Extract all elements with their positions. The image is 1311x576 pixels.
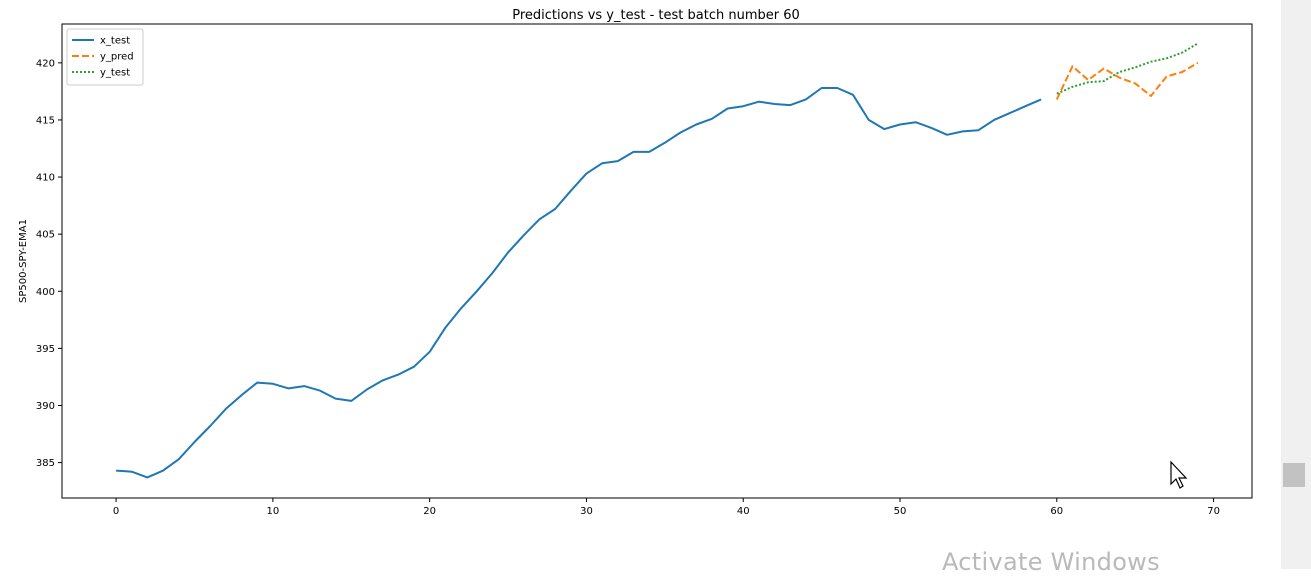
x-tick-label: 20: [423, 506, 436, 517]
scrollbar-thumb[interactable]: [1283, 463, 1305, 487]
series-line-y-pred: [1055, 61, 1199, 100]
y-tick-label: 420: [36, 58, 55, 69]
line-chart: Predictions vs y_test - test batch numbe…: [18, 8, 1253, 517]
plot-frame: [61, 23, 1253, 499]
x-tick-label: 40: [737, 506, 750, 517]
legend: x_test y_pred y_test: [66, 28, 144, 86]
y-tick-label: 400: [36, 287, 55, 298]
series-line-y-test: [1056, 42, 1199, 95]
x-tick-label: 60: [1050, 506, 1063, 517]
axis-ticks: 0 10 20 30 40 50 60 70 385 390 395 400 405 410 415 420: [36, 58, 1220, 517]
mouse-cursor-icon: [1170, 460, 1188, 489]
y-tick-label: 415: [36, 115, 55, 126]
y-tick-label: 385: [36, 458, 55, 469]
y-tick-label: 395: [36, 344, 55, 355]
y-tick-label: 405: [36, 230, 55, 241]
x-tick-label: 0: [113, 506, 119, 517]
x-tick-label: 30: [580, 506, 593, 517]
activate-windows-watermark: Activate Windows: [942, 548, 1160, 576]
y-tick-label: 410: [36, 173, 55, 184]
y-axis-label: SP500-SPY-EMA1: [18, 219, 29, 303]
x-tick-label: 70: [1207, 506, 1220, 517]
legend-label: y_pred: [100, 52, 134, 63]
x-tick-label: 10: [267, 506, 280, 517]
series-line-x-test: [116, 87, 1042, 479]
x-tick-label: 50: [894, 506, 907, 517]
legend-label: x_test: [100, 36, 130, 47]
series-lines: [116, 42, 1199, 479]
y-tick-label: 390: [36, 401, 55, 412]
legend-label: y_test: [100, 68, 130, 79]
chart-title: Predictions vs y_test - test batch numbe…: [512, 8, 800, 23]
